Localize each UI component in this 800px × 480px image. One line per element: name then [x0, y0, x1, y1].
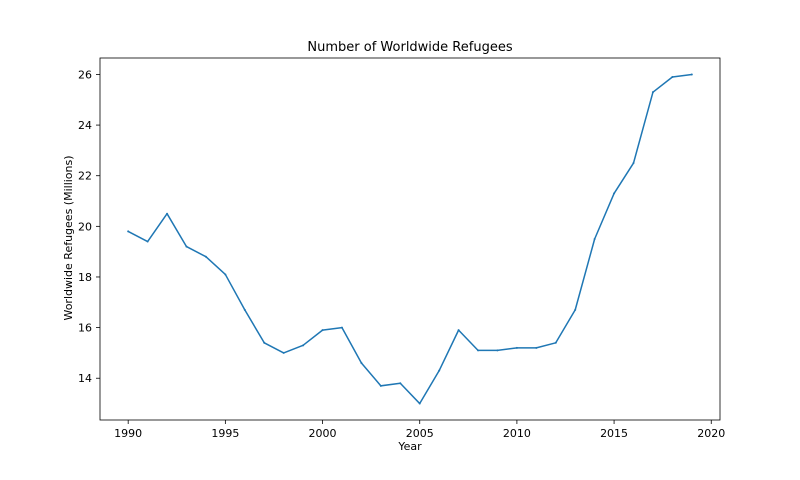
data-point	[651, 91, 654, 94]
data-point	[593, 238, 596, 240]
data-point	[243, 308, 246, 311]
data-point	[302, 344, 305, 347]
data-points	[127, 73, 693, 405]
y-tick-label: 14	[78, 372, 92, 385]
data-point	[282, 351, 285, 354]
x-tick-label: 1990	[114, 427, 142, 440]
data-point	[399, 382, 402, 385]
y-axis-ticks: 14 16 18 20 22 24 26	[78, 68, 100, 385]
y-tick-label: 26	[78, 68, 92, 81]
data-point	[360, 362, 363, 365]
plot-area-frame	[99, 57, 721, 421]
data-point	[671, 75, 674, 78]
data-point	[477, 349, 480, 352]
data-point	[496, 349, 499, 352]
data-point	[690, 73, 693, 76]
data-point	[146, 240, 149, 243]
y-tick-label: 20	[78, 220, 92, 233]
x-tick-label: 2000	[309, 427, 337, 440]
data-point	[263, 341, 266, 344]
data-point	[438, 369, 441, 372]
x-tick-label: 2005	[406, 427, 434, 440]
x-tick-label: 2010	[503, 427, 531, 440]
x-tick-label: 1995	[211, 427, 239, 440]
refugees-series-line	[127, 73, 692, 405]
data-point	[379, 384, 382, 387]
data-point	[515, 346, 518, 349]
data-point	[574, 308, 577, 311]
y-axis-title: Worldwide Refugees (Millions)	[62, 155, 75, 320]
data-point	[535, 346, 538, 349]
data-point	[613, 192, 616, 195]
y-tick-label: 22	[78, 170, 92, 183]
data-point	[224, 273, 227, 276]
data-point	[457, 329, 460, 332]
y-tick-label: 24	[78, 119, 92, 132]
x-axis-title: Year	[397, 440, 422, 453]
data-point	[632, 162, 635, 165]
chart-title: Number of Worldwide Refugees	[307, 40, 512, 55]
data-point	[321, 329, 324, 332]
data-point	[204, 255, 207, 258]
x-tick-label: 2015	[600, 427, 628, 440]
data-point	[554, 341, 557, 344]
x-tick-label: 2020	[697, 427, 725, 440]
data-point	[166, 212, 169, 215]
y-tick-label: 16	[78, 322, 92, 335]
x-axis-ticks: 1990 1995 2000 2005 2010 2015 2020	[114, 420, 725, 440]
data-point	[127, 230, 130, 233]
data-point	[418, 402, 421, 405]
data-point	[340, 326, 343, 329]
y-tick-label: 18	[78, 271, 92, 284]
data-point	[185, 245, 188, 248]
